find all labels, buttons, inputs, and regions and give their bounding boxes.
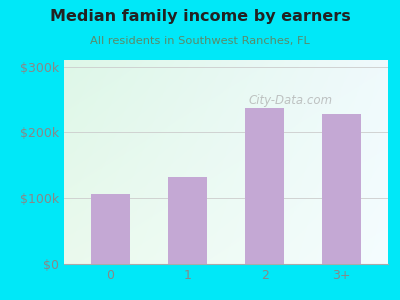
Text: Median family income by earners: Median family income by earners [50,9,350,24]
Bar [245,108,284,264]
Bar [91,194,130,264]
Text: All residents in Southwest Ranches, FL: All residents in Southwest Ranches, FL [90,36,310,46]
Bar [168,177,207,264]
Bar [322,114,361,264]
Text: City-Data.com: City-Data.com [249,94,333,107]
